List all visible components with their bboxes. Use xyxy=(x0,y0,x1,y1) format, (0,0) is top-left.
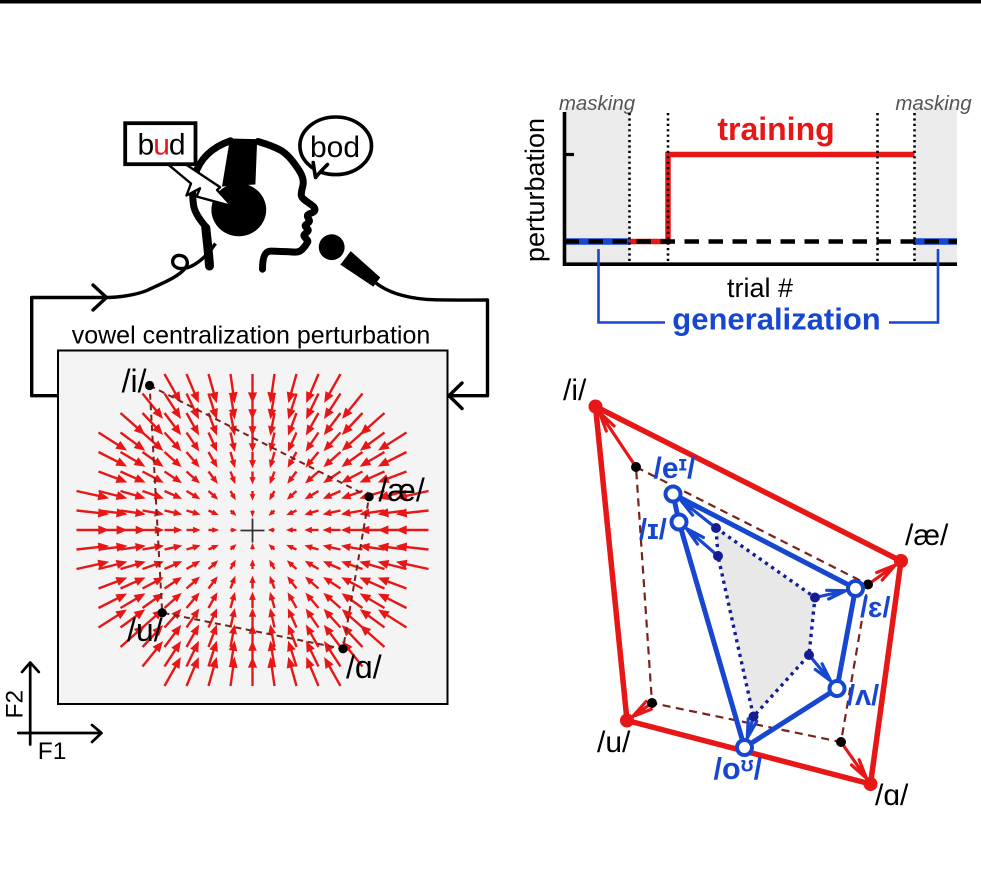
svg-text:/æ/: /æ/ xyxy=(379,472,425,508)
svg-text:/ɑ/: /ɑ/ xyxy=(346,649,382,685)
svg-text:F1: F1 xyxy=(38,738,67,765)
svg-text:training: training xyxy=(717,111,834,147)
svg-text:/ʌ/: /ʌ/ xyxy=(847,680,879,712)
svg-text:/æ/: /æ/ xyxy=(905,519,949,552)
svg-text:F2: F2 xyxy=(1,690,28,719)
svg-text:vowel centralization perturbat: vowel centralization perturbation xyxy=(72,322,431,350)
svg-text:masking: masking xyxy=(895,92,972,115)
svg-text:perturbation: perturbation xyxy=(520,118,550,262)
svg-text:/oʊ/: /oʊ/ xyxy=(714,752,763,786)
svg-text:masking: masking xyxy=(559,92,636,115)
svg-text:/u/: /u/ xyxy=(597,726,631,759)
svg-text:bud: bud xyxy=(138,129,185,162)
svg-text:/i/: /i/ xyxy=(563,374,587,407)
svg-text:/u/: /u/ xyxy=(127,612,163,648)
svg-text:/ɛ/: /ɛ/ xyxy=(860,592,891,624)
svg-text:/i/: /i/ xyxy=(122,363,147,399)
svg-text:/eɪ/: /eɪ/ xyxy=(654,452,697,485)
svg-text:bod: bod xyxy=(310,131,360,164)
svg-text:generalization: generalization xyxy=(672,302,880,337)
svg-text:/ɪ/: /ɪ/ xyxy=(639,514,667,546)
svg-text:trial #: trial # xyxy=(727,273,793,303)
svg-text:/ɑ/: /ɑ/ xyxy=(875,779,909,812)
